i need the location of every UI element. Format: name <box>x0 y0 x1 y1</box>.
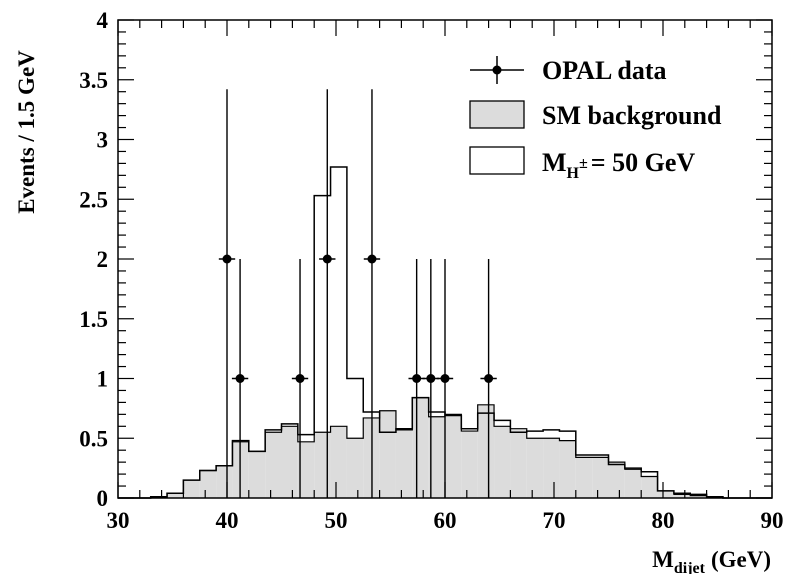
legend-entry-background: SM background <box>469 100 722 130</box>
legend-signal-rest: = 50 GeV <box>591 148 696 177</box>
y-tick-label: 3 <box>97 128 109 153</box>
signal-histogram <box>118 166 772 499</box>
data-point <box>426 374 436 383</box>
legend-entry-signal: MH± = 50 GeV <box>469 146 695 182</box>
x-axis-label-main: M <box>652 547 674 572</box>
background-bar <box>494 426 511 498</box>
x-tick-label: 70 <box>543 508 566 533</box>
background-bar <box>592 457 609 498</box>
data-point <box>222 254 232 264</box>
y-tick-label: 4 <box>97 8 109 33</box>
background-bar <box>199 470 217 498</box>
background-bar <box>248 451 266 498</box>
data-point <box>367 254 377 264</box>
y-tick-label: 2 <box>97 247 109 272</box>
y-tick-label: 2.5 <box>79 187 108 212</box>
data-point <box>235 374 245 383</box>
background-bar <box>510 428 527 498</box>
background-bar <box>216 465 233 498</box>
background-bar <box>428 416 445 498</box>
signal-outline <box>118 166 772 499</box>
y-tick-label: 1.5 <box>79 307 108 332</box>
axis-ticks <box>117 19 773 499</box>
background-bar <box>641 476 658 498</box>
y-tick-label: 0.5 <box>79 426 108 451</box>
background-bar <box>690 495 707 498</box>
x-tick-label: 80 <box>652 508 675 533</box>
background-bar <box>314 432 331 498</box>
data-point <box>412 374 422 383</box>
background-bar <box>379 410 396 498</box>
x-tick-label: 90 <box>761 508 784 533</box>
legend: OPAL data SM background MH± = 50 GeV <box>469 56 722 182</box>
background-bar <box>461 431 478 498</box>
legend-background-swatch <box>469 100 525 129</box>
y-tick-label: 0 <box>97 486 109 511</box>
x-axis-label-unit: (GeV) <box>711 547 771 572</box>
background-bar <box>673 494 691 498</box>
background-bar <box>395 429 413 498</box>
legend-data-label: OPAL data <box>542 56 666 85</box>
x-tick-label: 50 <box>325 508 348 533</box>
legend-entry-data: OPAL data <box>470 56 666 85</box>
background-bar <box>445 414 462 498</box>
opal-data-points <box>218 89 497 498</box>
background-bar <box>412 397 429 498</box>
data-point <box>295 374 305 383</box>
x-tick-label: 60 <box>434 508 457 533</box>
y-tick-label: 1 <box>97 367 109 392</box>
data-point <box>322 254 332 264</box>
background-bar <box>608 462 625 498</box>
background-bar <box>657 490 674 498</box>
background-bar <box>265 432 282 498</box>
background-bar <box>330 426 347 498</box>
data-point <box>484 374 494 383</box>
tick-labels: 30 40 50 60 70 80 90 0 0.5 1 1.5 2 2.5 3 3.5 4 <box>79 8 783 533</box>
background-bar <box>477 404 495 498</box>
x-tick-label: 30 <box>107 508 130 533</box>
legend-signal-sup: ± <box>579 155 588 172</box>
background-bar <box>183 480 200 498</box>
legend-signal-label: MH± = 50 GeV <box>542 148 695 182</box>
background-bar <box>346 438 364 498</box>
x-tick-label: 40 <box>216 508 239 533</box>
background-bar <box>624 469 642 498</box>
legend-signal-swatch <box>469 146 525 175</box>
data-point <box>440 374 450 383</box>
background-bar <box>526 438 544 498</box>
y-axis-label: Events / 1.5 GeV <box>14 50 39 214</box>
background-bar <box>297 441 315 498</box>
background-bar <box>559 440 576 498</box>
x-axis-label: Mdijet (GeV) <box>652 547 771 574</box>
legend-background-label: SM background <box>542 101 722 130</box>
legend-signal-main: M <box>542 148 567 177</box>
background-bar <box>575 457 593 498</box>
x-axis-label-sub: dijet <box>674 560 706 574</box>
background-bar <box>281 426 298 498</box>
legend-data-marker <box>492 65 502 75</box>
background-bar <box>167 493 184 498</box>
y-tick-label: 3.5 <box>79 68 108 93</box>
legend-signal-sub: H <box>567 165 580 182</box>
background-bar <box>543 438 560 498</box>
